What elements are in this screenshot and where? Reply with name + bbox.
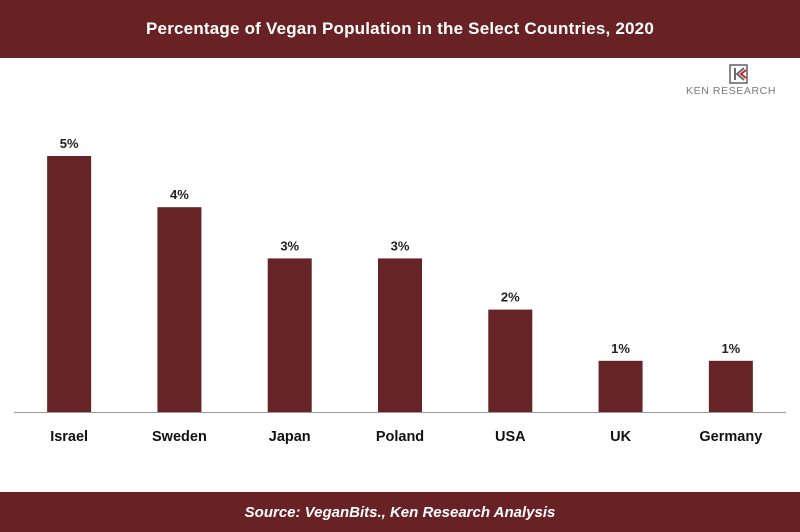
source-note: Source: VeganBits., Ken Research Analysi…	[244, 503, 556, 521]
data-label-poland: 3%	[391, 238, 410, 253]
ken-research-logo: KEN RESEARCH	[686, 64, 796, 98]
bar-poland	[378, 258, 422, 412]
category-label-germany: Germany	[699, 429, 762, 445]
bar-usa	[488, 309, 533, 412]
bar-uk	[598, 360, 643, 412]
data-label-israel: 5%	[60, 136, 79, 151]
data-label-germany: 1%	[721, 341, 740, 356]
bar-chart: 5% Israel 4% Sweden 3% Japan 3% Poland 2% USA 1% UK…	[0, 58, 800, 492]
category-label-japan: Japan	[269, 429, 311, 445]
data-label-uk: 1%	[611, 341, 630, 356]
bar-japan	[267, 258, 312, 412]
source-band: Source: VeganBits., Ken Research Analysi…	[0, 492, 800, 532]
title-band: Percentage of Vegan Population in the Se…	[0, 0, 800, 58]
category-label-sweden: Sweden	[152, 429, 207, 445]
bar-sweden	[157, 207, 202, 412]
bar-chart-svg: 5% Israel 4% Sweden 3% Japan 3% Poland 2% USA 1% UK…	[14, 136, 786, 445]
category-label-israel: Israel	[50, 429, 88, 445]
ken-research-logo-icon	[729, 64, 748, 84]
bar-germany	[708, 360, 753, 412]
category-label-usa: USA	[495, 429, 526, 445]
bar-israel	[47, 156, 92, 412]
chart-title: Percentage of Vegan Population in the Se…	[146, 19, 654, 38]
category-label-uk: UK	[610, 429, 631, 445]
data-label-sweden: 4%	[170, 187, 189, 202]
data-label-usa: 2%	[501, 290, 520, 305]
logo-text: KEN RESEARCH	[686, 85, 777, 97]
data-label-japan: 3%	[280, 238, 299, 253]
category-label-poland: Poland	[376, 429, 424, 445]
